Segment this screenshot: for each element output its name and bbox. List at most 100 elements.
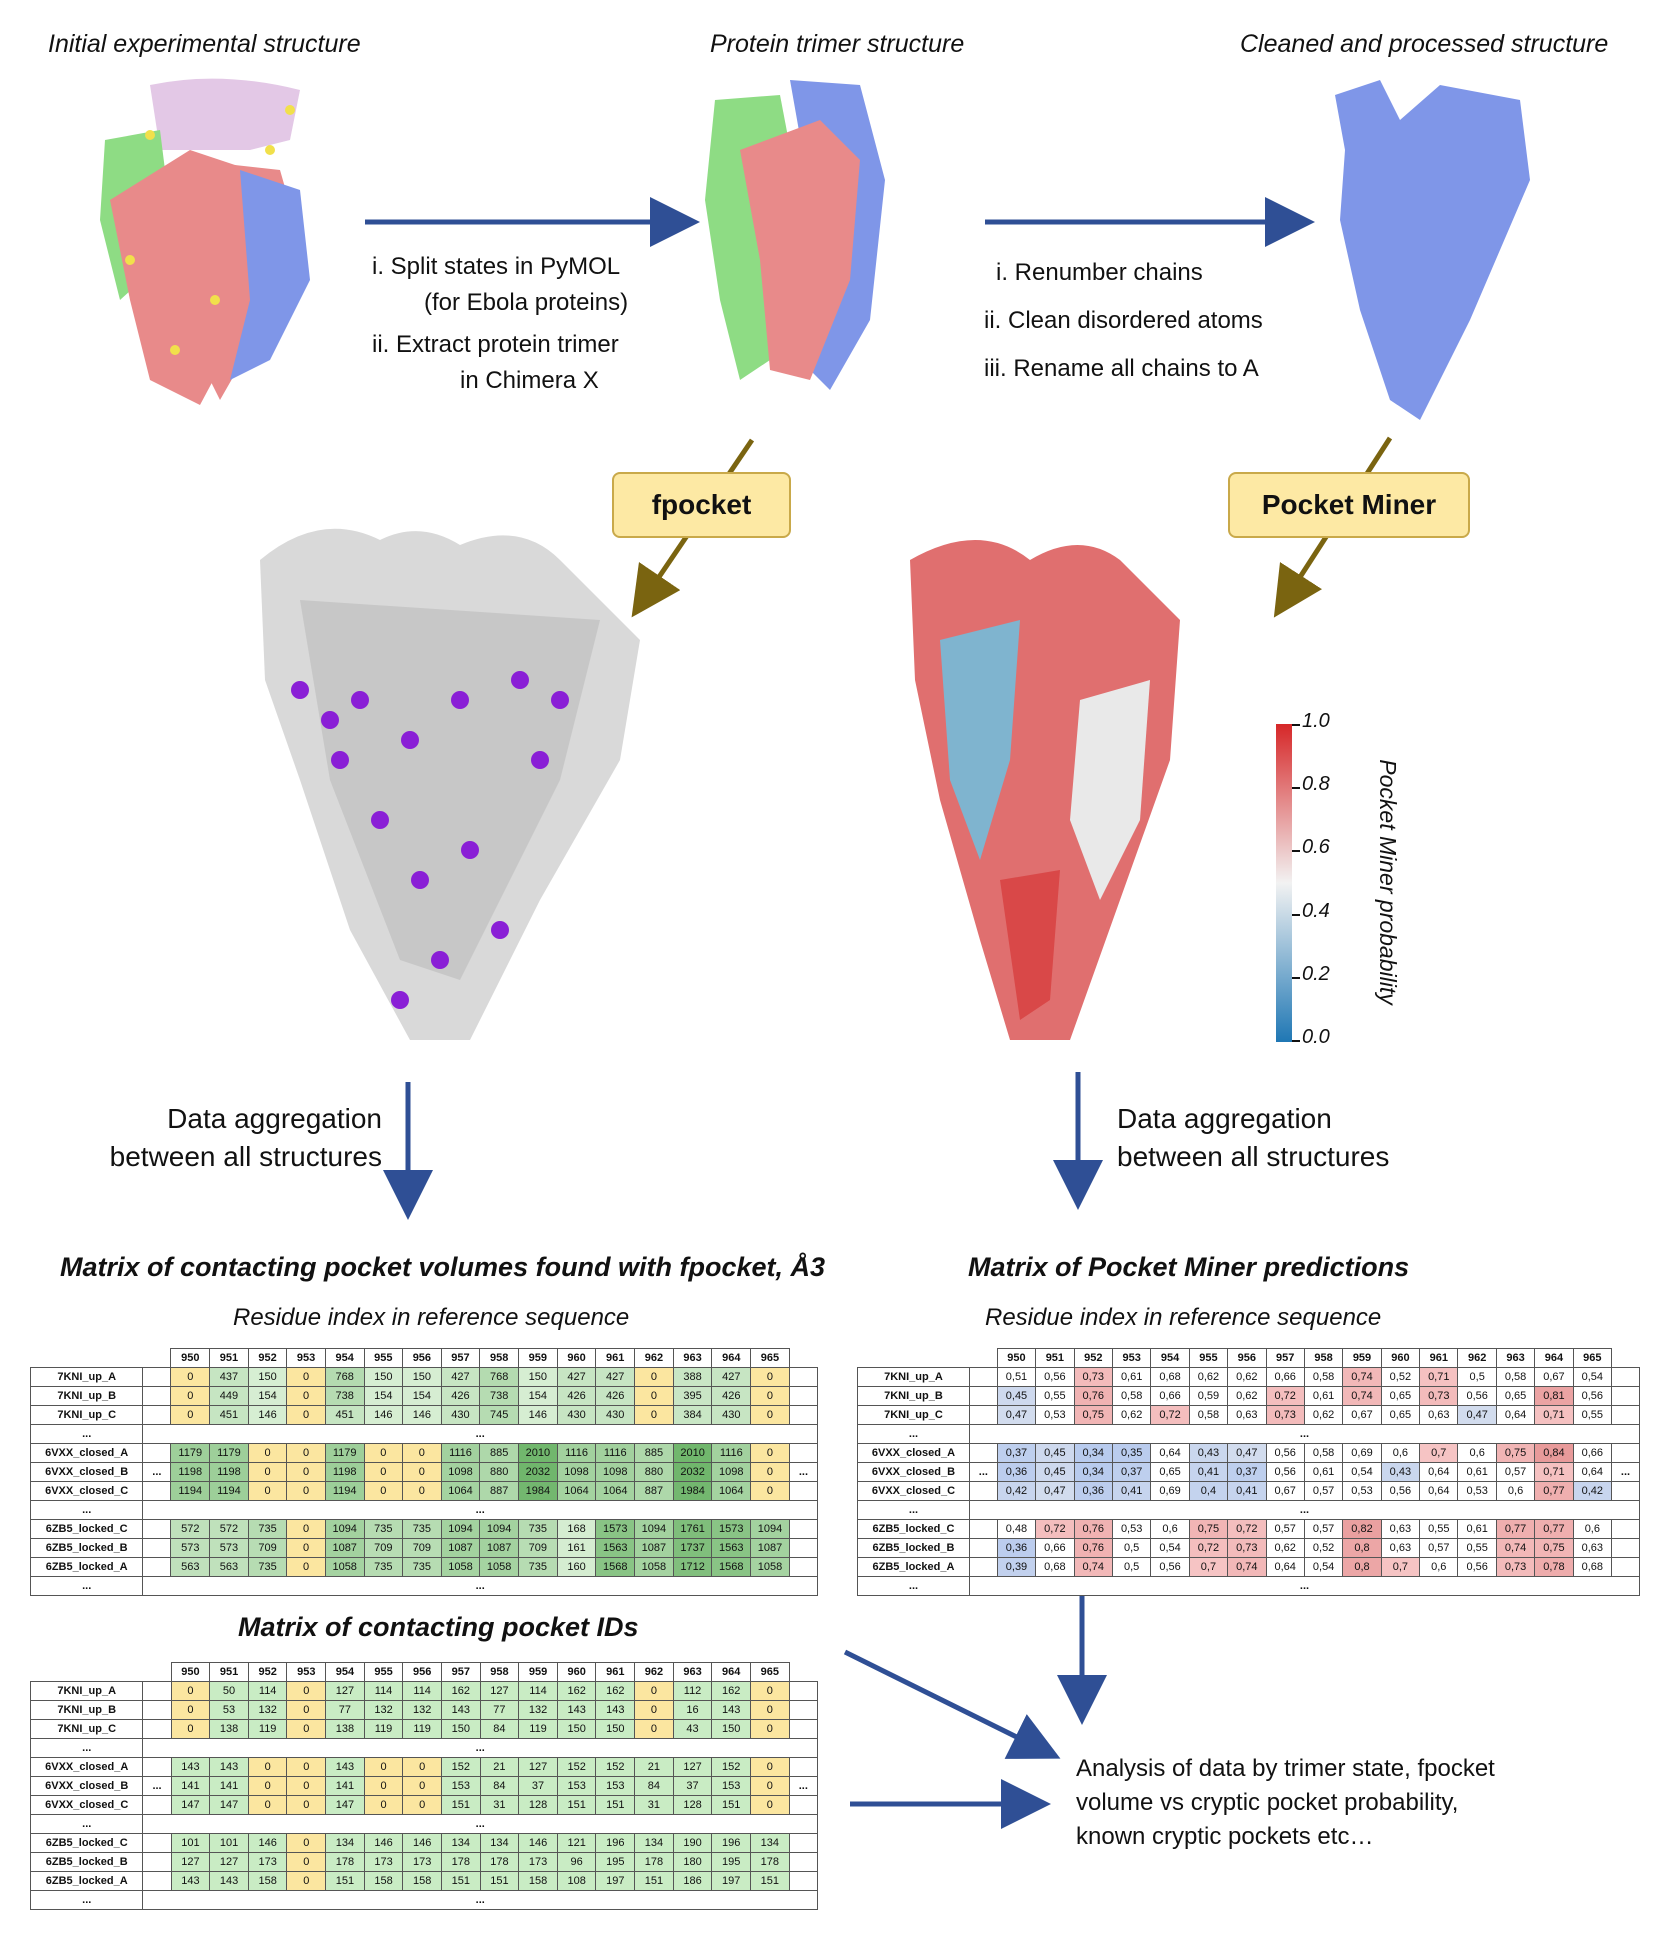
matrix-cell: 0,36: [1073, 1481, 1113, 1501]
matrix-cell: 0,47: [1457, 1405, 1497, 1425]
matrix-cell: 427: [440, 1367, 481, 1387]
matrix-cell: 151: [556, 1795, 597, 1815]
matrix-cell: 0,75: [1073, 1405, 1113, 1425]
matrix-row-label: 6ZB5_locked_C: [29, 1519, 144, 1539]
matrix-column-header: 964: [711, 1662, 751, 1682]
matrix-left-gap: [968, 1405, 998, 1425]
matrix-ellipsis-label: ...: [29, 1424, 144, 1444]
colorbar-tick-06: 0.6: [1302, 836, 1330, 858]
matrix-column-header: 955: [363, 1348, 404, 1368]
matrix-cell: 146: [363, 1405, 404, 1425]
matrix-cell: 31: [479, 1795, 520, 1815]
matrix-cell: 0,36: [996, 1462, 1037, 1482]
matrix-cell: 0,47: [1227, 1443, 1267, 1463]
matrix-cell: 0,42: [996, 1481, 1037, 1501]
matrix-column-header: 962: [1457, 1348, 1497, 1368]
matrix-cell: 0: [749, 1681, 790, 1701]
matrix-cell: 735: [518, 1557, 558, 1577]
matrix-left-gap: [142, 1757, 172, 1777]
matrix-cell: 0: [286, 1776, 327, 1796]
matrix-cell: 21: [479, 1757, 520, 1777]
matrix-cell: 1194: [170, 1481, 211, 1501]
matrix-cell: 119: [518, 1719, 558, 1739]
matrix-left-gap: [968, 1519, 998, 1539]
matrix-column-header: 950: [170, 1662, 211, 1682]
matrix-cell: 0,68: [1150, 1367, 1190, 1387]
matrix-row-label: 6ZB5_locked_A: [857, 1557, 970, 1577]
matrix-cell: 573: [209, 1538, 249, 1558]
matrix-cell: 0: [286, 1386, 326, 1406]
matrix-column-header: 963: [1495, 1348, 1536, 1368]
matrix-cell: 0,8: [1342, 1538, 1382, 1558]
matrix-column-header: 955: [363, 1662, 404, 1682]
matrix-row-label: 6VXX_closed_A: [29, 1443, 144, 1463]
matrix-cell: 0,73: [1073, 1367, 1113, 1387]
matrix-row: 6ZB5_locked_C 572 572 735 0 1094 735 735 1094 109…: [29, 1519, 819, 1539]
matrix-cell: 0: [286, 1681, 327, 1701]
matrix-cell: 114: [363, 1681, 404, 1701]
matrix-cell: 0: [634, 1367, 674, 1387]
matrix-cell: 0,73: [1265, 1405, 1305, 1425]
colorbar-label: Pocket Miner probability: [1375, 759, 1401, 1005]
matrix-cell: 119: [247, 1719, 288, 1739]
matrix-table: 950 951 952 953 954 955 956 957 958 959 960 961 962 9…: [29, 1662, 819, 1910]
matrix-cell: 0,66: [1572, 1443, 1613, 1463]
matrix-cell: 1058: [479, 1557, 520, 1577]
matrix-cell: 1087: [479, 1538, 520, 1558]
matrix-column-header: 950: [996, 1348, 1037, 1368]
matrix-cell: 1098: [440, 1462, 481, 1482]
matrix-right-gap: [1611, 1557, 1640, 1577]
matrix-cell: 0: [286, 1462, 326, 1482]
matrix-cell: 0,71: [1534, 1405, 1574, 1425]
matrix-cell: 154: [363, 1386, 404, 1406]
matrix-cell: 0,58: [1111, 1386, 1152, 1406]
matrix-cell: 1179: [170, 1443, 211, 1463]
matrix-row: 7KNI_up_A 0 50 114 0 127 114 114 162 127 114 162 162…: [29, 1681, 819, 1701]
matrix-cell: 132: [518, 1700, 558, 1720]
matrix-cell: 0,72: [1227, 1519, 1267, 1539]
matrix-row-label: 7KNI_up_A: [29, 1367, 144, 1387]
matrix-cell: 0: [363, 1462, 404, 1482]
matrix-cell: 0,73: [1419, 1386, 1459, 1406]
matrix-ellipsis-row: ......: [857, 1576, 1641, 1596]
matrix-ellipsis-cell: ...: [968, 1424, 1641, 1444]
matrix-cell: 0,69: [1150, 1481, 1190, 1501]
matrix-cell: 0: [402, 1443, 442, 1463]
matrix-cell: 735: [402, 1557, 442, 1577]
matrix-cell: 0,67: [1342, 1405, 1382, 1425]
matrix-left-gap: [142, 1405, 172, 1425]
matrix-cell: 1058: [440, 1557, 481, 1577]
matrix-row: 7KNI_up_A 0 437 150 0 768 150 150 427 768 150 427 42…: [29, 1367, 819, 1387]
matrix-row: 6ZB5_locked_C 0,48 0,72 0,76 0,53 0,6 0,75 0,72…: [857, 1519, 1640, 1539]
matrix-cell: 0,6: [1572, 1519, 1613, 1539]
matrix-row: 6ZB5_locked_B 0,36 0,66 0,76 0,5 0,54 0,72 0,73…: [857, 1538, 1640, 1558]
matrix-right-gap: ...: [788, 1462, 819, 1482]
matrix-cell: 0,61: [1111, 1367, 1152, 1387]
matrix-cell: 430: [556, 1405, 597, 1425]
matrix-ellipsis-cell: ...: [968, 1576, 1641, 1596]
matrix-cell: 151: [325, 1871, 365, 1891]
matrix-ellipsis-row: ......: [29, 1738, 818, 1758]
matrix-column-header: 956: [402, 1348, 442, 1368]
matrix-column-header: 965: [1572, 1348, 1613, 1368]
matrix-cell: 119: [363, 1719, 404, 1739]
matrix-cell: 0,58: [1303, 1367, 1344, 1387]
matrix-right-gap: [788, 1557, 819, 1577]
matrix-cell: 0: [170, 1719, 211, 1739]
matrix-row: 6VXX_closed_B... 141 141 0 0 141 0 0 153 84 37 153 1…: [29, 1776, 819, 1796]
matrix-cell: 0,35: [1111, 1443, 1152, 1463]
matrix-cell: 161: [556, 1538, 597, 1558]
matrix-left-gap: [968, 1367, 998, 1387]
matrix-column-header: 958: [479, 1662, 520, 1682]
matrix-cell: 1737: [672, 1538, 713, 1558]
matrix-cell: 427: [595, 1367, 636, 1387]
matrix-cell: 84: [634, 1776, 674, 1796]
matrix-column-header: 962: [634, 1348, 674, 1368]
analysis-line2: volume vs cryptic pocket probability,: [1076, 1789, 1459, 1816]
matrix-cell: 0,6: [1495, 1481, 1536, 1501]
aggregation-left: Data aggregation between all structures: [82, 1100, 382, 1176]
matrix-row: 6VXX_closed_B... 1198 1198 0 0 1198 0 0 1098 880 2…: [29, 1462, 819, 1482]
matrix-cell: 146: [247, 1833, 288, 1853]
matrix-cell: 1116: [556, 1443, 597, 1463]
matrix-cell: 112: [672, 1681, 713, 1701]
